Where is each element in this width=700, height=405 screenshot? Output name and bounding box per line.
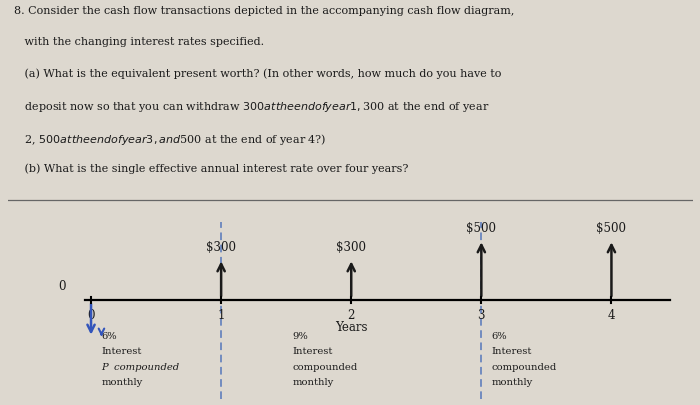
Text: 2, $500 at the end of year 3, and $500 at the end of year 4?): 2, $500 at the end of year 3, and $500 a… [14, 132, 326, 147]
Text: 0: 0 [59, 280, 66, 293]
Text: $300: $300 [206, 241, 236, 254]
Text: Interest: Interest [102, 347, 142, 356]
Text: 1: 1 [218, 309, 225, 322]
Text: 2: 2 [347, 309, 355, 322]
Text: 8. Consider the cash flow transactions depicted in the accompanying cash flow di: 8. Consider the cash flow transactions d… [14, 6, 514, 16]
Text: 6%: 6% [102, 332, 117, 341]
Text: Years: Years [335, 321, 368, 334]
Text: P  compounded: P compounded [102, 363, 180, 372]
Text: 6%: 6% [491, 332, 508, 341]
Text: 3: 3 [477, 309, 485, 322]
Text: (b) What is the single effective annual interest rate over four years?: (b) What is the single effective annual … [14, 163, 408, 174]
Text: $500: $500 [466, 222, 496, 235]
Text: compounded: compounded [491, 363, 557, 372]
Text: Interest: Interest [293, 347, 333, 356]
Text: monthly: monthly [491, 378, 533, 388]
Text: deposit now so that you can withdraw $300 at the end of year 1, $300 at the end : deposit now so that you can withdraw $30… [14, 100, 489, 114]
Text: Interest: Interest [491, 347, 532, 356]
Text: $300: $300 [336, 241, 366, 254]
Text: compounded: compounded [293, 363, 358, 372]
Text: monthly: monthly [102, 378, 143, 388]
Text: 9%: 9% [293, 332, 309, 341]
Text: monthly: monthly [293, 378, 334, 388]
Text: (a) What is the equivalent present worth? (In other words, how much do you have : (a) What is the equivalent present worth… [14, 69, 501, 79]
Text: 0: 0 [88, 309, 94, 322]
Text: with the changing interest rates specified.: with the changing interest rates specifi… [14, 37, 264, 47]
Text: $500: $500 [596, 222, 626, 235]
Text: 4: 4 [608, 309, 615, 322]
